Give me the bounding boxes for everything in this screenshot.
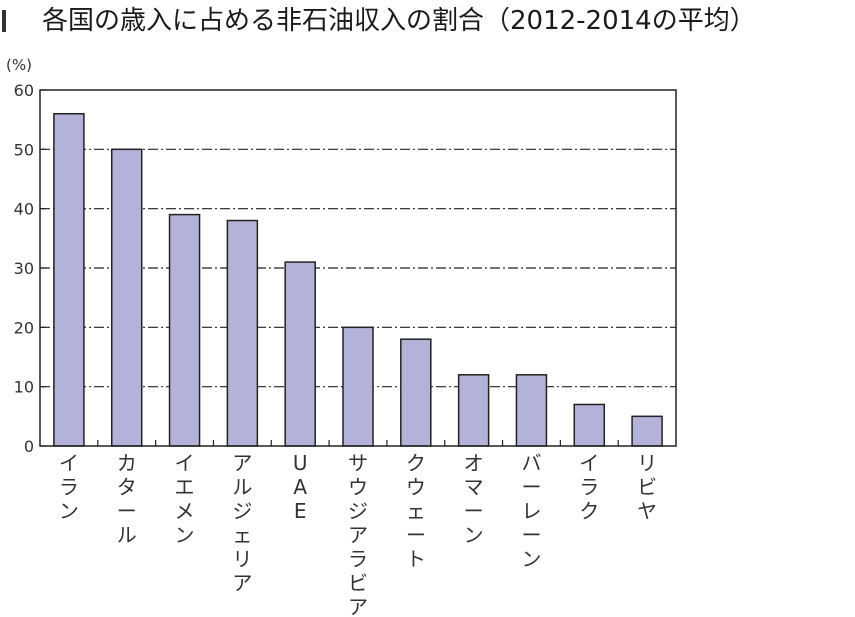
bar-11 bbox=[631, 415, 663, 447]
y-tick-label: 50 bbox=[14, 140, 34, 159]
x-category-label: カタール bbox=[117, 451, 137, 547]
bar-4 bbox=[226, 219, 259, 447]
y-tick-label: 60 bbox=[14, 81, 34, 100]
x-category-label: イラク bbox=[579, 451, 599, 523]
y-tick-label: 40 bbox=[14, 200, 34, 219]
bar-6 bbox=[342, 326, 374, 447]
y-tick-label: 0 bbox=[24, 437, 34, 456]
x-category-label: オマーン bbox=[464, 451, 484, 547]
bar-5 bbox=[284, 261, 316, 447]
y-axis-unit-label: (%) bbox=[6, 56, 32, 74]
y-tick-label: 20 bbox=[14, 318, 34, 337]
x-category-label: バーレーン bbox=[521, 451, 541, 571]
y-tick-label: 30 bbox=[14, 259, 34, 278]
bar-1 bbox=[53, 112, 85, 447]
x-category-label: サウジアラビア bbox=[348, 451, 368, 617]
x-category-label: アルジェリア bbox=[232, 451, 252, 595]
chart-title: 各国の歳入に占める非石油収入の割合（2012-2014の平均） bbox=[42, 6, 756, 36]
x-category-label: イラン bbox=[59, 451, 79, 523]
bar-2 bbox=[110, 148, 143, 447]
bar-9 bbox=[515, 374, 548, 447]
x-category-label: イエメン bbox=[175, 451, 195, 547]
bar-7 bbox=[400, 338, 432, 447]
bar-10 bbox=[573, 403, 606, 447]
title-marker bbox=[2, 10, 6, 32]
title-row: 各国の歳入に占める非石油収入の割合（2012-2014の平均） bbox=[0, 0, 855, 44]
bar-8 bbox=[457, 374, 490, 447]
y-tick-label: 10 bbox=[14, 378, 34, 397]
x-category-label: クウェート bbox=[406, 451, 426, 571]
x-category-label: リビヤ bbox=[637, 451, 657, 523]
plot-frame bbox=[39, 89, 677, 447]
bar-3 bbox=[168, 213, 201, 447]
